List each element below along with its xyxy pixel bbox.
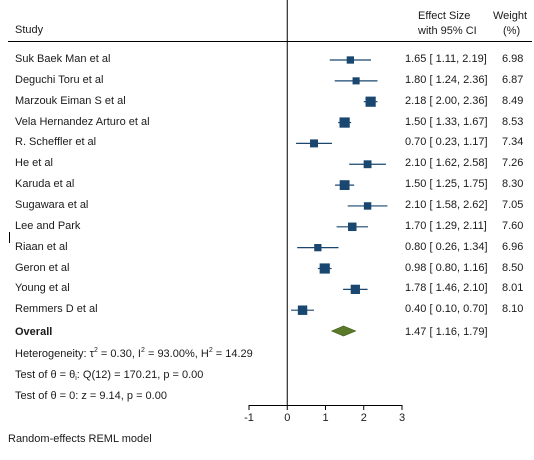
overall-label: Overall	[15, 326, 53, 338]
study-name: Remmers D et al	[15, 303, 98, 316]
study-effect-marker	[346, 56, 355, 64]
study-ci-text: 1.70 [ 1.29, 2.11]	[405, 219, 487, 232]
study-weight-text: 7.26	[502, 157, 524, 170]
study-ci-text: 0.70 [ 0.23, 1.17]	[405, 136, 488, 149]
study-weight-text: 6.87	[502, 73, 524, 86]
homogeneity-test: Test of θ = θi: Q(12) = 170.21, p = 0.00	[15, 369, 204, 382]
study-ci-text: 2.10 [ 1.62, 2.58]	[405, 157, 488, 170]
study-effect-marker	[339, 117, 350, 128]
study-effect-marker	[365, 96, 376, 107]
x-tick-label: 2	[361, 412, 367, 424]
study-ci-text: 0.40 [ 0.10, 0.70]	[405, 303, 488, 316]
study-name: Vela Hernandez Arturo et al	[15, 115, 150, 128]
study-weight-text: 8.30	[502, 178, 524, 191]
study-column-header: Study	[15, 24, 44, 36]
study-name: Lee and Park	[15, 219, 81, 232]
study-ci-text: 1.65 [ 1.11, 2.19]	[405, 53, 487, 65]
study-ci-text: 0.80 [ 0.26, 1.34]	[405, 240, 488, 253]
study-weight-text: 8.01	[502, 282, 524, 295]
study-name: Geron et al	[15, 261, 70, 274]
study-weight-text: 8.53	[502, 115, 524, 128]
overall-diamond	[330, 325, 357, 337]
weight-header-line2: (%)	[503, 25, 521, 37]
heterogeneity-stats: Heterogeneity: τ2 = 0.30, I2 = 93.00%, H…	[15, 347, 253, 360]
study-ci-text: 1.50 [ 1.33, 1.67]	[405, 115, 488, 128]
study-ci-text: 1.50 [ 1.25, 1.75]	[405, 178, 488, 191]
study-weight-text: 8.50	[502, 261, 524, 274]
study-name: He et al	[15, 157, 53, 170]
study-effect-marker	[363, 160, 372, 169]
x-tick-label: 3	[399, 412, 405, 424]
effect-size-header-line2: with 95% CI	[418, 25, 477, 37]
zero-effect-test: Test of θ = 0: z = 9.14, p = 0.00	[15, 390, 167, 402]
study-weight-text: 6.96	[502, 240, 524, 253]
study-weight-text: 7.34	[502, 136, 524, 149]
model-note: Random-effects REML model	[8, 433, 152, 445]
x-tick-label: 0	[284, 412, 290, 424]
study-ci-text: 1.78 [ 1.46, 2.10]	[405, 282, 488, 295]
study-ci-text: 2.18 [ 2.00, 2.36]	[405, 94, 488, 107]
study-name: Karuda et al	[15, 178, 75, 191]
study-effect-marker	[363, 202, 372, 210]
study-ci-text: 0.98 [ 0.80, 1.16]	[405, 261, 488, 274]
study-name: Young et al	[15, 282, 70, 295]
study-effect-marker	[350, 284, 360, 294]
study-weight-text: 8.49	[502, 94, 524, 107]
x-tick-label: 1	[322, 412, 328, 424]
study-name: Riaan et al	[15, 240, 68, 253]
study-effect-marker	[314, 244, 322, 252]
study-effect-marker	[352, 77, 360, 85]
study-weight-text: 7.60	[502, 219, 524, 232]
study-name: Sugawara et al	[15, 198, 89, 211]
effect-size-header-line1: Effect Size	[418, 10, 471, 22]
study-effect-marker	[310, 139, 319, 148]
study-weight-text: 7.05	[502, 198, 524, 211]
study-ci-text: 2.10 [ 1.58, 2.62]	[405, 198, 488, 211]
study-name: Marzouk Eiman S et al	[15, 94, 126, 107]
study-weight-text: 8.10	[502, 303, 524, 316]
cursor-mark	[9, 232, 10, 243]
study-effect-marker	[319, 263, 330, 274]
study-effect-marker	[297, 305, 308, 315]
study-weight-text: 6.98	[502, 53, 524, 65]
x-tick-label: -1	[244, 412, 254, 424]
study-effect-marker	[339, 180, 350, 191]
study-name: Deguchi Toru et al	[15, 73, 104, 86]
weight-header-line1: Weight	[493, 10, 528, 22]
study-name: Suk Baek Man et al	[15, 53, 111, 65]
study-name: R. Scheffler et al	[15, 136, 97, 149]
study-ci-text: 1.80 [ 1.24, 2.36]	[405, 73, 488, 86]
study-effect-marker	[348, 222, 357, 232]
overall-ci-text: 1.47 [ 1.16, 1.79]	[405, 326, 488, 338]
